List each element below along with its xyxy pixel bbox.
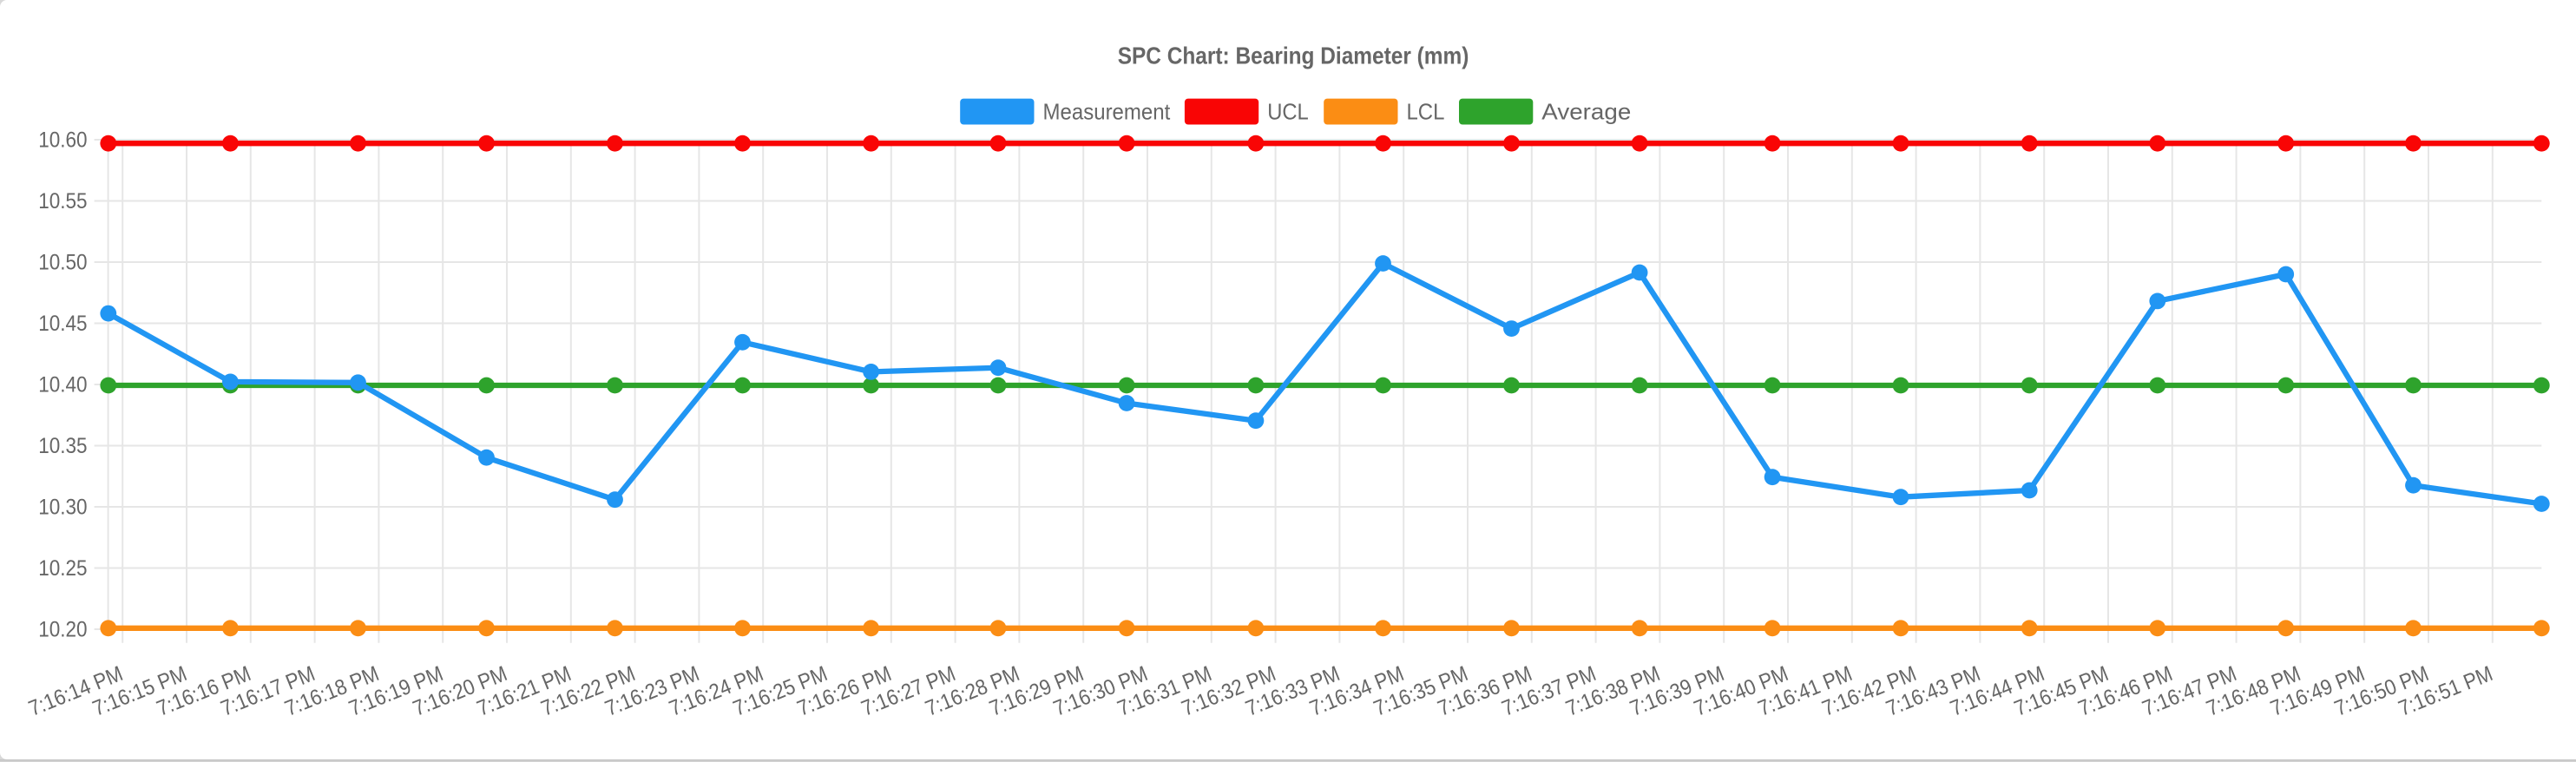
svg-text:Measurement: Measurement [1043, 98, 1172, 124]
svg-text:10.20: 10.20 [38, 617, 87, 641]
svg-text:10.40: 10.40 [38, 372, 87, 397]
svg-text:SPC Chart: Bearing Diameter (m: SPC Chart: Bearing Diameter (mm) [1118, 43, 1469, 69]
svg-text:10.25: 10.25 [38, 556, 87, 581]
svg-text:10.50: 10.50 [38, 250, 87, 274]
svg-text:10.35: 10.35 [38, 434, 87, 458]
svg-text:LCL: LCL [1407, 98, 1445, 124]
svg-text:10.30: 10.30 [38, 495, 87, 519]
svg-text:Average: Average [1541, 98, 1631, 124]
svg-text:10.55: 10.55 [38, 189, 87, 213]
svg-text:UCL: UCL [1267, 98, 1309, 124]
svg-text:10.45: 10.45 [38, 312, 87, 336]
svg-text:10.60: 10.60 [38, 128, 87, 152]
